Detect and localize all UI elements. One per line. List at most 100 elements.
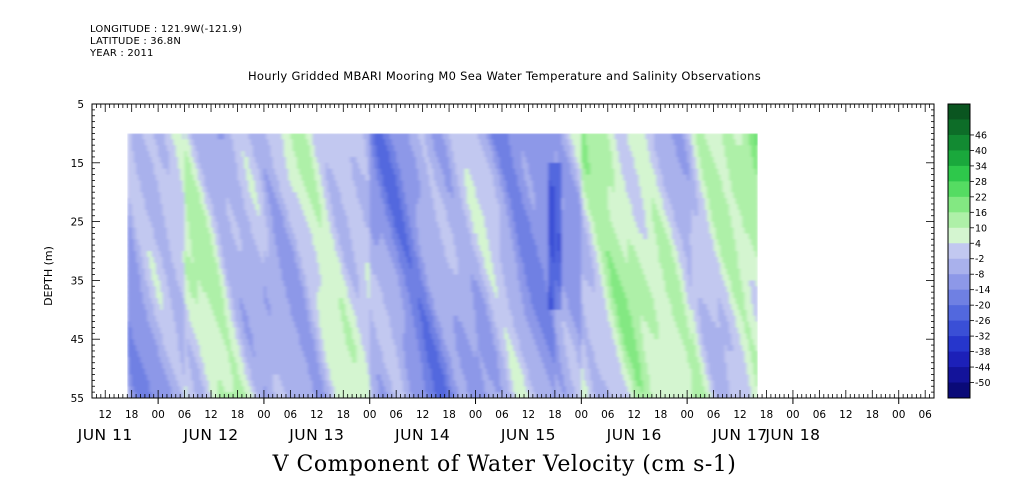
heatmap-cell bbox=[274, 339, 278, 346]
heatmap-cell bbox=[208, 292, 212, 299]
heatmap-cell bbox=[171, 298, 175, 305]
heatmap-cell bbox=[153, 133, 157, 140]
heatmap-cell bbox=[160, 262, 164, 270]
heatmap-cell bbox=[250, 168, 254, 176]
heatmap-cell bbox=[272, 251, 276, 258]
heatmap-cell bbox=[230, 262, 234, 270]
heatmap-cell bbox=[270, 309, 274, 317]
heatmap-cell bbox=[211, 274, 214, 281]
heatmap-cell bbox=[200, 345, 203, 352]
heatmap-cell bbox=[244, 174, 247, 182]
heatmap-cell bbox=[299, 298, 302, 305]
heatmap-cell bbox=[160, 386, 164, 393]
heatmap-cell bbox=[266, 374, 269, 381]
heatmap-cell bbox=[230, 151, 234, 158]
heatmap-cell bbox=[279, 221, 283, 229]
heatmap-cell bbox=[325, 139, 329, 146]
heatmap-cell bbox=[330, 374, 333, 381]
heatmap-cell bbox=[195, 333, 199, 340]
heatmap-cell bbox=[349, 321, 353, 329]
heatmap-cell bbox=[241, 274, 245, 281]
heatmap-cell bbox=[358, 139, 362, 146]
heatmap-cell bbox=[369, 245, 373, 252]
heatmap-cell bbox=[184, 392, 188, 398]
heatmap-cell bbox=[147, 286, 150, 293]
heatmap-cell bbox=[314, 356, 318, 364]
heatmap-cell bbox=[173, 380, 177, 387]
heatmap-cell bbox=[325, 192, 329, 199]
heatmap-cell bbox=[142, 374, 146, 381]
heatmap-cell bbox=[365, 374, 369, 381]
heatmap-cell bbox=[177, 180, 181, 187]
heatmap-cell bbox=[191, 233, 194, 240]
heatmap-cell bbox=[341, 268, 344, 276]
heatmap-cell bbox=[319, 321, 322, 329]
heatmap-cell bbox=[347, 386, 351, 393]
heatmap-cell bbox=[274, 203, 278, 211]
heatmap-cell bbox=[301, 386, 305, 393]
heatmap-cell bbox=[191, 298, 194, 305]
heatmap-cell bbox=[166, 239, 170, 246]
heatmap-cell bbox=[246, 198, 250, 205]
heatmap-cell bbox=[336, 298, 340, 305]
heatmap-cell bbox=[149, 156, 153, 164]
heatmap-cell bbox=[369, 268, 373, 276]
heatmap-cell bbox=[332, 362, 336, 370]
heatmap-cell bbox=[345, 198, 349, 205]
heatmap-cell bbox=[338, 356, 342, 364]
heatmap-cell bbox=[171, 303, 175, 311]
heatmap-cell bbox=[224, 374, 228, 381]
heatmap-cell bbox=[352, 339, 355, 346]
heatmap-cell bbox=[345, 145, 349, 152]
heatmap-cell bbox=[349, 192, 353, 199]
heatmap-cell bbox=[206, 356, 210, 364]
heatmap-cell bbox=[149, 145, 153, 152]
heatmap-cell bbox=[162, 215, 166, 223]
heatmap-cell bbox=[352, 321, 355, 329]
heatmap-cell bbox=[363, 162, 366, 170]
heatmap-cell bbox=[182, 151, 186, 158]
heatmap-cell bbox=[140, 262, 144, 270]
heatmap-cell bbox=[290, 168, 294, 176]
heatmap-cell bbox=[369, 233, 373, 240]
heatmap-cell bbox=[268, 256, 272, 264]
heatmap-cell bbox=[193, 145, 197, 152]
heatmap-cell bbox=[158, 368, 161, 376]
heatmap-cell bbox=[272, 298, 276, 305]
heatmap-cell bbox=[142, 162, 146, 170]
heatmap-cell bbox=[197, 145, 201, 152]
heatmap-cell bbox=[131, 321, 135, 329]
heatmap-cell bbox=[252, 151, 256, 158]
heatmap-cell bbox=[266, 209, 269, 217]
heatmap-cell bbox=[349, 239, 353, 246]
heatmap-cell bbox=[188, 315, 192, 323]
heatmap-cell bbox=[365, 268, 369, 276]
heatmap-cell bbox=[140, 268, 144, 276]
heatmap-cell bbox=[310, 233, 314, 240]
heatmap-cell bbox=[354, 368, 358, 376]
heatmap-cell bbox=[166, 156, 170, 164]
heatmap-cell bbox=[222, 356, 225, 364]
heatmap-cell bbox=[180, 221, 183, 229]
heatmap-cell bbox=[244, 309, 247, 317]
heatmap-cell bbox=[277, 286, 280, 293]
heatmap-cell bbox=[224, 386, 228, 393]
heatmap-cell bbox=[206, 368, 210, 376]
heatmap-cell bbox=[360, 292, 364, 299]
heatmap-cell bbox=[217, 327, 221, 334]
heatmap-cell bbox=[356, 209, 360, 217]
heatmap-cell bbox=[290, 233, 294, 240]
heatmap-cell bbox=[308, 368, 311, 376]
heatmap-cell bbox=[363, 274, 366, 281]
heatmap-cell bbox=[177, 333, 181, 340]
heatmap-cell bbox=[274, 156, 278, 164]
heatmap-cell bbox=[226, 251, 230, 258]
heatmap-cell bbox=[188, 274, 192, 281]
heatmap-cell bbox=[347, 309, 351, 317]
heatmap-cell bbox=[288, 156, 291, 164]
heatmap-cell bbox=[325, 174, 329, 182]
heatmap-cell bbox=[259, 298, 263, 305]
heatmap-cell bbox=[246, 139, 250, 146]
heatmap-cell bbox=[272, 286, 276, 293]
heatmap-cell bbox=[239, 192, 243, 199]
